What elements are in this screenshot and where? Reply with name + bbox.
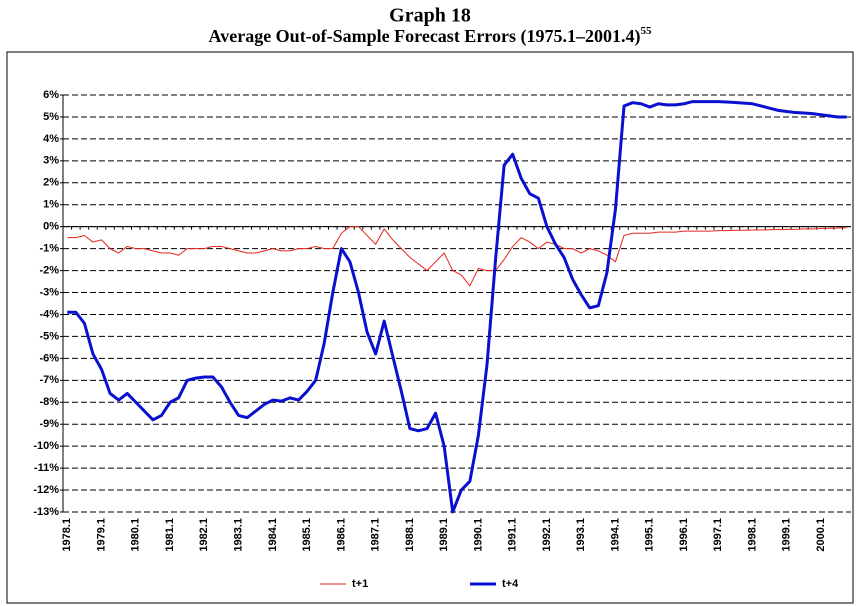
legend-label: t+1 [352,578,368,590]
y-tick-label: -4% [39,308,59,320]
y-tick-label: -5% [39,330,59,342]
x-tick-label: 1994.1 [609,518,621,552]
x-tick-label: 1980.1 [130,518,142,552]
x-tick-label: 1989.1 [438,518,450,552]
y-tick-label: 4% [43,133,59,145]
x-tick-label: 1983.1 [232,518,244,552]
y-tick-label: 0% [43,221,59,233]
y-tick-label: 2% [43,177,59,189]
x-tick-label: 2000.1 [815,518,827,552]
subtitle-text: Average Out-of-Sample Forecast Errors (1… [209,26,641,47]
x-tick-label: 1991.1 [507,518,519,552]
y-tick-label: -10% [33,440,59,452]
chart-title: Graph 18 [389,5,471,27]
x-tick-label: 1984.1 [267,518,279,552]
y-tick-label: -6% [39,352,59,364]
x-tick-label: 1988.1 [404,518,416,552]
y-tick-label: -3% [39,286,59,298]
chart-frame [6,51,854,604]
x-tick-label: 1981.1 [164,518,176,552]
y-tick-label: 3% [43,155,59,167]
x-tick-label: 1979.1 [95,518,107,552]
x-tick-label: 1992.1 [541,518,553,552]
x-tick-label: 1978.1 [61,518,73,552]
x-tick-label: 1990.1 [472,518,484,552]
x-tick-label: 1997.1 [712,518,724,552]
y-tick-label: -13% [33,506,59,518]
chart-subtitle: Average Out-of-Sample Forecast Errors (1… [209,25,652,48]
y-tick-label: -12% [33,484,59,496]
y-tick-label: 5% [43,111,59,123]
y-tick-label: -9% [39,418,59,430]
x-tick-label: 1996.1 [678,518,690,552]
y-tick-label: -2% [39,264,59,276]
x-tick-label: 1995.1 [644,518,656,552]
x-tick-label: 1998.1 [746,518,758,552]
series-line [67,226,847,287]
legend-label: t+4 [502,578,519,590]
y-tick-label: -11% [34,462,59,474]
footnote-marker: 55 [640,25,652,37]
x-tick-label: 1999.1 [781,518,793,552]
x-tick-label: 1982.1 [198,518,210,552]
x-tick-label: 1987.1 [370,518,382,552]
x-tick-label: 1986.1 [335,518,347,552]
y-tick-label: 6% [43,89,59,101]
x-tick-label: 1985.1 [301,518,313,552]
y-tick-label: 1% [43,199,59,211]
y-tick-label: -7% [39,374,59,386]
x-tick-label: 1993.1 [575,518,587,552]
y-tick-label: -8% [39,396,59,408]
y-tick-label: -1% [39,243,59,255]
series-line [67,100,847,514]
